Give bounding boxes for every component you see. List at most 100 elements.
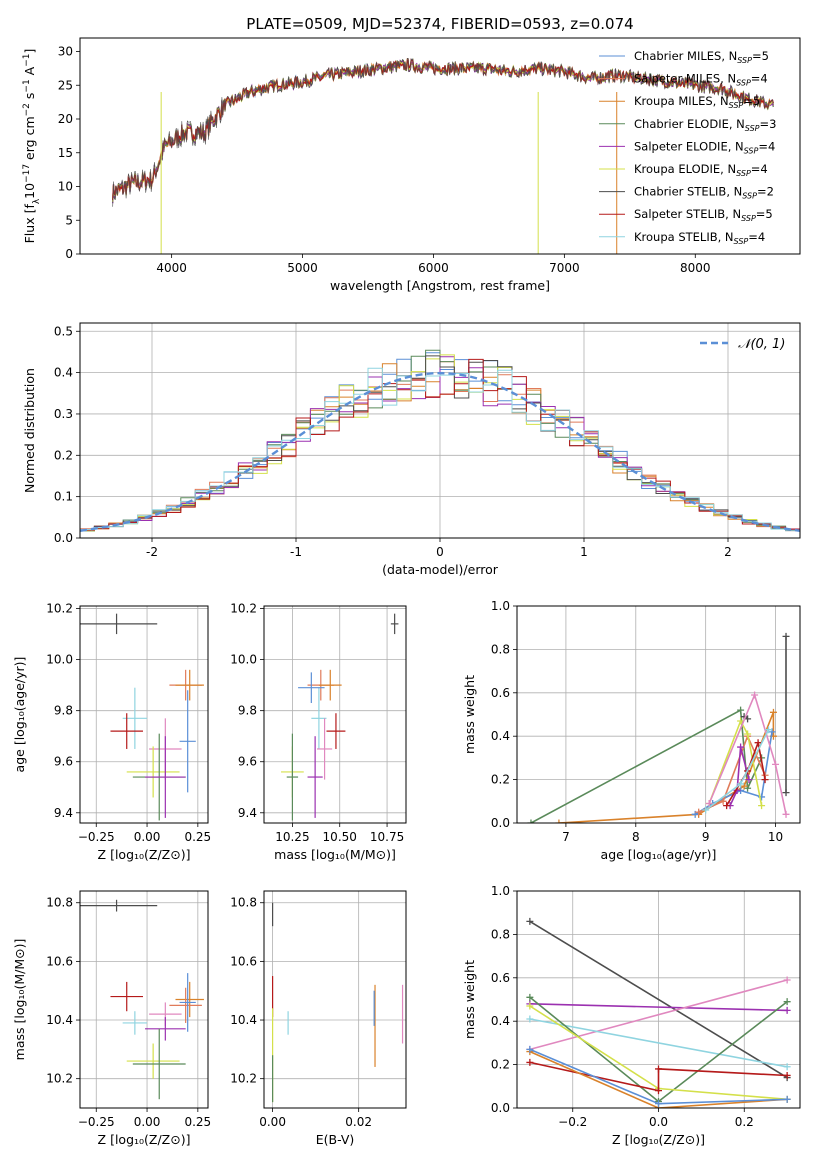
- weight-marker: [526, 1015, 534, 1023]
- errorbar-point: [317, 718, 333, 780]
- legend-label-n: =4: [748, 230, 765, 244]
- plot-area: [80, 899, 204, 1100]
- y-label-part: s: [22, 93, 37, 104]
- errorbar-point: [169, 987, 202, 1023]
- gaussian-curve: [80, 371, 800, 532]
- histogram-step: [80, 367, 800, 538]
- x-tick-label: 6000: [418, 261, 449, 275]
- y-tick-label: 30: [58, 45, 73, 59]
- y-tick-label: 10.2: [230, 602, 257, 616]
- x-tick-label: 8000: [680, 261, 711, 275]
- weight-marker: [723, 802, 731, 810]
- weight-marker: [754, 739, 762, 747]
- weight-marker: [783, 1071, 791, 1079]
- weight-marker: [655, 1065, 662, 1073]
- errorbar-point: [307, 736, 323, 818]
- x-tick-label: 7: [562, 830, 570, 844]
- x-axis-label: Z [log₁₀(Z/Z⊙)]: [98, 847, 191, 862]
- x-tick-label: 0.00: [134, 1115, 161, 1129]
- legend-label-n: =4: [758, 139, 775, 153]
- legend-label: Kroupa STELIB, NSSP=4: [634, 230, 765, 246]
- y-tick-label: 10.6: [46, 954, 73, 968]
- panel-mass_vs_Z: −0.25 0.00 0.25 10.2 10.4 10.6 10.8 Z [log₁₀(Z/…: [12, 890, 211, 1147]
- weight-marker: [783, 998, 791, 1006]
- x-axis-label: age [log₁₀(age/yr)]: [601, 847, 717, 862]
- plot-area: [281, 613, 399, 821]
- x-tick-label: -1: [290, 545, 302, 559]
- x-tick-label: 2: [724, 545, 732, 559]
- y-tick-label: 25: [58, 78, 73, 92]
- x-tick-label: 4000: [156, 261, 187, 275]
- y-tick-label: 0.0: [491, 1101, 510, 1115]
- figure-title: PLATE=0509, MJD=52374, FIBERID=0593, z=0…: [246, 15, 633, 33]
- x-tick-label: 7000: [549, 261, 580, 275]
- legend-label-n: =4: [751, 162, 768, 176]
- y-tick-label: 9.8: [238, 704, 257, 718]
- weight-marker: [526, 1058, 534, 1066]
- legend-label-n: =5: [752, 49, 769, 63]
- errorbar-point: [80, 899, 158, 912]
- legend-label: Chabrier MILES, NSSP=5: [634, 49, 769, 65]
- x-tick-label: 0.2: [735, 1115, 754, 1129]
- x-tick-label: 0: [436, 545, 444, 559]
- x-tick-label: −0.2: [558, 1115, 587, 1129]
- y-tick-label: 0.6: [491, 971, 510, 985]
- legend-label-n: =5: [743, 94, 760, 108]
- y-label-part: 10: [22, 183, 37, 199]
- weight-series-line: [529, 920, 788, 1079]
- x-tick-label: 10.25: [275, 830, 309, 844]
- weight-marker: [655, 1100, 662, 1108]
- legend-label-text: Kroupa STELIB, N: [634, 230, 734, 244]
- y-axis-label: age [log₁₀(age/yr)]: [12, 657, 27, 773]
- x-tick-label: 0.25: [184, 830, 211, 844]
- weight-marker: [769, 708, 777, 716]
- y-tick-label: 10.4: [230, 1013, 257, 1027]
- weight-marker: [745, 776, 753, 784]
- errorbar-point: [175, 669, 204, 701]
- y-label-part: A: [22, 66, 37, 79]
- panel-weight_vs_Z: −0.2 0.0 0.2 0.0 0.2 0.4 0.6 0.8 1.0 Z [log₁₀(Z/Z…: [462, 884, 801, 1147]
- errorbar-point: [311, 687, 327, 749]
- errorbar-point: [318, 669, 342, 701]
- y-label-part: −17: [22, 164, 32, 183]
- weight-marker: [758, 802, 766, 810]
- legend-label: 𝒩(0, 1): [738, 337, 785, 352]
- errorbar-point: [126, 746, 180, 798]
- panel-mass_vs_EBV: 0.00 0.02 10.2 10.4 10.6 10.8 E(B-V): [230, 890, 407, 1147]
- legend-label-sub: SSP: [734, 237, 749, 246]
- weight-marker: [782, 632, 790, 640]
- y-tick-label: 0.2: [54, 448, 73, 462]
- errorbar-point: [110, 981, 143, 1012]
- errorbar-point: [145, 1017, 186, 1041]
- y-axis-label: mass weight: [462, 675, 477, 754]
- errorbar-point: [298, 672, 325, 704]
- panel-age_vs_Z: −0.25 0.00 0.25 9.4 9.6 9.8 10.0 10.2 Z [log₁₀(Z…: [12, 602, 211, 862]
- legend-label-n: =4: [751, 72, 768, 86]
- weight-marker: [695, 808, 703, 816]
- y-label-part: −1: [22, 79, 32, 92]
- y-tick-label: 9.6: [238, 755, 257, 769]
- legend-label: Chabrier STELIB, NSSP=2: [634, 185, 774, 201]
- legend-label-n: =2: [757, 185, 774, 199]
- weight-series-line: [529, 1050, 788, 1108]
- legend-label-sub: SSP: [736, 79, 751, 88]
- weight-marker: [782, 810, 790, 818]
- weight-marker: [527, 819, 535, 823]
- legend-label-text: Chabrier ELODIE, N: [634, 117, 745, 131]
- plot-area: [112, 57, 774, 254]
- weight-marker: [783, 1006, 791, 1014]
- weight-marker: [655, 1087, 662, 1095]
- legend-label-text: Kroupa ELODIE, N: [634, 162, 736, 176]
- errorbar-point: [179, 690, 196, 793]
- weight-marker: [737, 743, 745, 751]
- y-tick-label: 9.4: [54, 806, 73, 820]
- weight-marker: [751, 691, 759, 699]
- y-tick-label: 10.6: [230, 954, 257, 968]
- x-axis-label: E(B-V): [316, 1132, 355, 1147]
- y-tick-label: 0: [65, 247, 73, 261]
- y-tick-label: 5: [65, 213, 73, 227]
- errorbar-point: [110, 713, 143, 749]
- y-axis-label: mass weight: [462, 960, 477, 1039]
- legend-label-n: =3: [760, 117, 777, 131]
